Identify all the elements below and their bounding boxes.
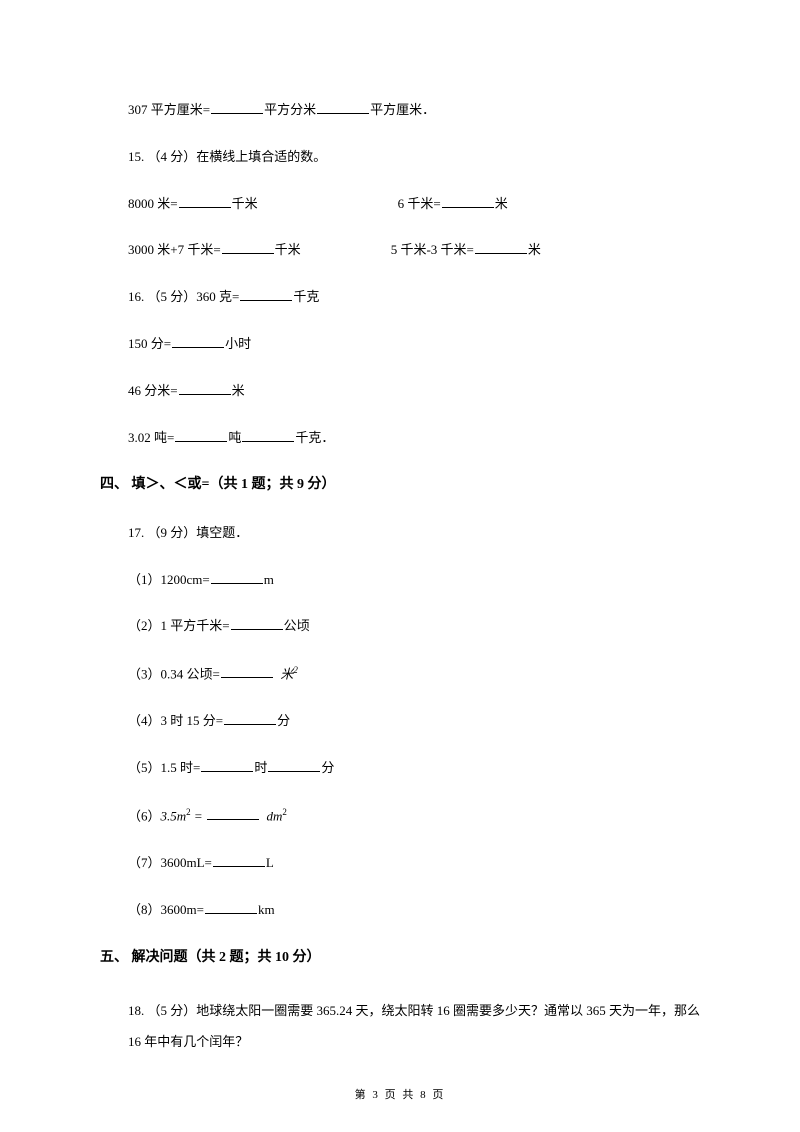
q17-1-a: （1）1200cm= <box>128 572 210 587</box>
q15-row1: 8000 米= 千米 6 千米= 米 <box>100 194 700 215</box>
q17-8-a: （8）3600m= <box>128 902 204 917</box>
section4-heading: 四、 填＞、＜或=（共 1 题；共 9 分） <box>100 474 700 496</box>
q16-d-unit1: 吨 <box>228 430 241 445</box>
q17-5-c: 分 <box>321 760 334 775</box>
blank <box>179 194 231 208</box>
q16-head: 16. （5 分）360 克= 千克 <box>100 287 700 308</box>
blank <box>442 194 494 208</box>
q15-a2-unit: 米 <box>495 196 508 211</box>
sup-2: 2 <box>282 807 287 817</box>
q16-head-unit: 千克 <box>293 289 319 304</box>
q16-c-text: 46 分米= <box>128 383 178 398</box>
q16-b: 150 分= 小时 <box>100 334 700 355</box>
blank <box>211 100 263 114</box>
blank <box>172 334 224 348</box>
q17-7-a: （7）3600mL= <box>128 855 212 870</box>
q17-4-b: 分 <box>277 713 290 728</box>
q17-5-b: 时 <box>254 760 267 775</box>
q17-6-a: （6） <box>128 808 161 823</box>
q16-head-text: 16. （5 分）360 克= <box>128 289 239 304</box>
q17-5: （5）1.5 时= 时 分 <box>100 758 700 779</box>
blank <box>205 900 257 914</box>
blank <box>224 711 276 725</box>
q15-a2: 6 千米= <box>398 196 441 211</box>
blank <box>175 428 227 442</box>
q16-b-text: 150 分= <box>128 336 171 351</box>
blank <box>268 758 320 772</box>
q15-head: 15. （4 分）在横线上填合适的数。 <box>100 147 700 168</box>
q14-text: 307 平方厘米= <box>128 102 210 117</box>
blank <box>201 758 253 772</box>
q17-2: （2）1 平方千米= 公顷 <box>100 616 700 637</box>
q16-d-text: 3.02 吨= <box>128 430 174 445</box>
q16-b-unit: 小时 <box>225 336 251 351</box>
q15-a1: 8000 米= <box>128 196 178 211</box>
q17-8: （8）3600m= km <box>100 900 700 921</box>
q17-7-b: L <box>266 855 274 870</box>
blank <box>213 853 265 867</box>
page-footer: 第 3 页 共 8 页 <box>0 1086 800 1102</box>
q16-c: 46 分米= 米 <box>100 381 700 402</box>
q17-8-b: km <box>258 902 275 917</box>
q15-a1-unit: 千米 <box>232 196 258 211</box>
q17-6-c: = <box>191 808 206 823</box>
q15-b1-unit: 千米 <box>275 242 301 257</box>
q17-4: （4）3 时 15 分= 分 <box>100 711 700 732</box>
q16-c-unit: 米 <box>232 383 245 398</box>
q15-b2: 5 千米-3 千米= <box>391 242 474 257</box>
q17-7: （7）3600mL= L <box>100 853 700 874</box>
q14-line: 307 平方厘米= 平方分米 平方厘米． <box>100 100 700 121</box>
blank <box>221 664 273 678</box>
q15-row2: 3000 米+7 千米= 千米 5 千米-3 千米= 米 <box>100 240 700 261</box>
q17-6-d: dm <box>266 808 282 823</box>
q17-4-a: （4）3 时 15 分= <box>128 713 223 728</box>
q16-d-unit2: 千克． <box>295 430 334 445</box>
q17-2-b: 公顷 <box>284 618 310 633</box>
blank <box>231 616 283 630</box>
q15-b2-unit: 米 <box>528 242 541 257</box>
q17-5-a: （5）1.5 时= <box>128 760 200 775</box>
q15-b1: 3000 米+7 千米= <box>128 242 221 257</box>
q17-head: 17. （9 分）填空题． <box>100 523 700 544</box>
q17-3-a: （3）0.34 公顷= <box>128 666 220 681</box>
blank <box>242 428 294 442</box>
q17-1-b: m <box>264 572 274 587</box>
sup-2: 2 <box>293 665 298 675</box>
blank <box>240 287 292 301</box>
section5-heading: 五、 解决问题（共 2 题；共 10 分） <box>100 947 700 969</box>
document-body: 307 平方厘米= 平方分米 平方厘米． 15. （4 分）在横线上填合适的数。 8… <box>100 100 700 1057</box>
q17-3-b: 米 <box>280 666 293 681</box>
q17-1: （1）1200cm= m <box>100 570 700 591</box>
blank <box>475 240 527 254</box>
q17-6: （6）3.5m2 = dm2 <box>100 805 700 827</box>
q14-unit1: 平方分米 <box>264 102 316 117</box>
q16-d: 3.02 吨= 吨 千克． <box>100 428 700 449</box>
blank <box>222 240 274 254</box>
blank <box>179 381 231 395</box>
q14-unit2: 平方厘米． <box>370 102 435 117</box>
blank <box>207 806 259 820</box>
q17-2-a: （2）1 平方千米= <box>128 618 230 633</box>
blank <box>211 570 263 584</box>
q17-3: （3）0.34 公顷= 米2 <box>100 663 700 685</box>
q18: 18. （5 分）地球绕太阳一圈需要 365.24 天，绕太阳转 16 圈需要多… <box>100 995 700 1057</box>
q17-6-b: 3.5m <box>161 808 187 823</box>
blank <box>317 100 369 114</box>
